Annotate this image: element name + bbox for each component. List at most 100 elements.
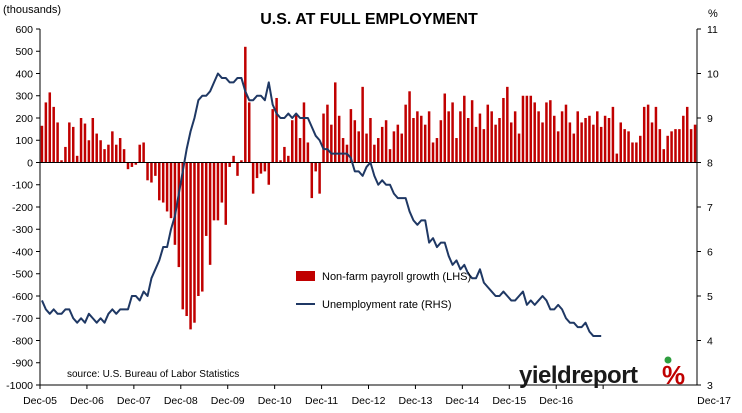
payroll-bar: [201, 162, 204, 292]
payroll-bar: [56, 122, 59, 163]
payroll-bar: [287, 155, 290, 163]
payroll-bar: [224, 162, 228, 225]
payroll-bar: [75, 155, 79, 163]
payroll-bar: [466, 118, 470, 163]
payroll-bar: [107, 144, 110, 163]
payroll-bar: [423, 124, 427, 163]
payroll-bar: [279, 160, 282, 163]
payroll-bar: [369, 118, 372, 163]
left-tick-label: -600: [12, 291, 33, 303]
chart-title: U.S. AT FULL EMPLOYMENT: [260, 11, 478, 28]
payroll-bar: [556, 131, 560, 163]
payroll-bar: [44, 102, 48, 163]
right-tick-label: 11: [707, 24, 718, 36]
payroll-bar: [95, 133, 98, 163]
payroll-bar: [244, 46, 247, 163]
payroll-bar: [193, 162, 196, 323]
x-tick-label: Dec-12: [352, 395, 386, 407]
payroll-bar: [337, 115, 341, 163]
payroll-bar: [576, 111, 579, 163]
payroll-bar: [447, 111, 450, 163]
left-tick-label: 100: [15, 135, 33, 147]
x-tick-label: Dec-10: [258, 395, 292, 407]
payroll-bar: [255, 162, 259, 179]
payroll-bar: [494, 124, 497, 163]
source-annotation: source: U.S. Bureau of Labor Statistics: [67, 369, 239, 380]
payroll-bar: [384, 120, 388, 163]
payroll-bar: [506, 86, 509, 163]
payroll-bar: [154, 162, 157, 176]
payroll-bar: [353, 120, 357, 163]
legend-label-payroll: Non-farm payroll growth (LHS): [322, 271, 471, 283]
left-axis-unit: (thousands): [3, 4, 61, 16]
payroll-bar: [635, 142, 638, 163]
left-tick-label: 0: [27, 157, 33, 169]
payroll-bar: [60, 160, 63, 163]
payroll-bar: [568, 122, 572, 163]
payroll-bar: [513, 111, 517, 163]
payroll-bar: [553, 115, 556, 163]
payroll-bar: [197, 162, 200, 296]
payroll-bar: [611, 106, 615, 163]
payroll-bar: [290, 120, 294, 163]
payroll-bar: [310, 162, 314, 199]
payroll-bar: [674, 129, 677, 163]
payroll-bar: [435, 138, 439, 163]
payroll-bar: [40, 125, 44, 163]
payroll-bar: [169, 162, 173, 219]
left-tick-label: -800: [12, 335, 33, 347]
payroll-bar: [545, 102, 548, 163]
payroll-bar: [521, 95, 525, 163]
payroll-bar: [365, 133, 368, 163]
left-tick-label: -100: [12, 180, 33, 192]
payroll-bar: [48, 92, 52, 163]
payroll-bar: [584, 118, 587, 163]
x-tick-label: Dec-05: [23, 395, 57, 407]
payroll-bar: [103, 149, 106, 163]
payroll-bar: [232, 155, 235, 163]
x-tick-label: Dec-13: [398, 395, 432, 407]
payroll-bar: [474, 126, 478, 163]
payroll-bar: [134, 162, 138, 165]
payroll-bar: [146, 162, 149, 181]
legend-swatch-payroll: [296, 271, 315, 281]
payroll-bar: [482, 129, 486, 163]
right-axis-ticks: 11 10 9 8 7 6 5 4 3: [697, 24, 719, 392]
brand-percent-symbol: %: [662, 360, 685, 390]
payroll-bar: [314, 162, 317, 172]
payroll-bar: [689, 129, 693, 163]
payroll-bar: [646, 104, 650, 163]
left-tick-label: -900: [12, 358, 33, 370]
payroll-bar: [580, 122, 583, 163]
payroll-bar: [408, 91, 411, 163]
payroll-bar: [247, 102, 251, 163]
payroll-bar: [91, 118, 95, 163]
payroll-bar: [599, 126, 603, 163]
payroll-bar: [654, 106, 658, 163]
payroll-bar: [427, 111, 431, 163]
payroll-bar: [87, 140, 91, 163]
x-tick-label: Dec-16: [539, 395, 573, 407]
payroll-bar: [529, 95, 533, 163]
payroll-bar: [306, 142, 310, 163]
payroll-bar: [216, 162, 220, 221]
payroll-bar: [572, 133, 576, 163]
payroll-bar: [130, 162, 134, 167]
payroll-bar: [377, 138, 380, 163]
payroll-bar: [111, 131, 114, 163]
payroll-bar: [294, 113, 298, 163]
x-tick-label: Dec-08: [164, 395, 198, 407]
payroll-bar: [533, 102, 536, 163]
payroll-bar: [220, 162, 224, 203]
left-tick-label: 600: [15, 24, 33, 36]
brand-logo: yieldreport %: [519, 356, 685, 390]
payroll-bar: [298, 138, 302, 163]
payroll-bar: [498, 118, 501, 163]
left-tick-label: -700: [12, 313, 33, 325]
payroll-bar: [478, 113, 482, 163]
payroll-bar: [204, 162, 208, 236]
payroll-bar: [271, 109, 274, 163]
payroll-bar: [603, 115, 607, 163]
payroll-bar: [302, 102, 306, 163]
left-tick-label: 400: [15, 68, 33, 80]
